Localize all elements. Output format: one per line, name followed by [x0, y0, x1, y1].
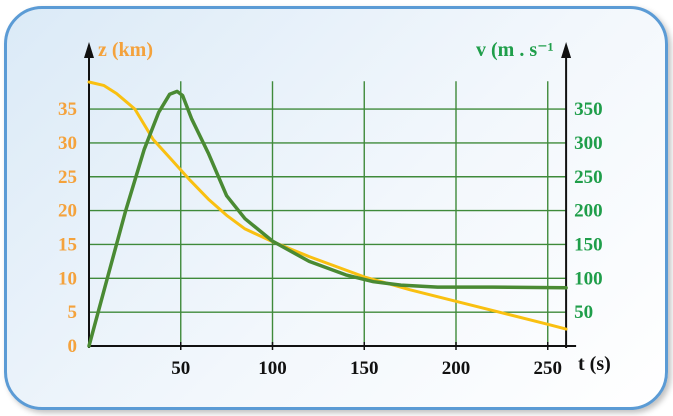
y-left-tick-label: 5: [68, 302, 78, 323]
y-left-tick-label: 20: [58, 201, 77, 222]
y-right-tick-label: 50: [574, 302, 593, 323]
y-left-tick-label: 10: [58, 268, 77, 289]
y-left-tick-label: 15: [58, 234, 77, 255]
y-left-tick-label: 30: [58, 133, 77, 154]
y-left-axis-label: z (km): [98, 39, 153, 61]
y-right-tick-label: 300: [574, 133, 603, 154]
axes: [84, 42, 577, 350]
series-line-altitude: [87, 80, 568, 331]
y-right-tick-label: 350: [574, 99, 603, 120]
y-left-tick-label: 35: [58, 99, 77, 120]
y-right-tick-label: 150: [574, 234, 603, 255]
y-right-tick-label: 100: [574, 268, 603, 289]
y-right-axis-arrow: [561, 42, 572, 58]
y-right-tick-label: 250: [574, 167, 603, 188]
tick-labels: 0 5 10 15 20 25 30 35 50 100 150 200 250 300 350 50 100 1…: [58, 99, 603, 379]
x-tick-label: 100: [258, 358, 287, 379]
x-tick-label: 50: [171, 358, 190, 379]
series-line-velocity: [87, 89, 568, 348]
y-left-tick-label: 25: [58, 167, 77, 188]
x-axis-label: t (s): [578, 353, 611, 375]
x-tick-label: 150: [350, 358, 379, 379]
x-tick-label: 250: [534, 358, 563, 379]
y-left-axis-arrow: [84, 42, 94, 58]
grid-lines: [89, 81, 567, 346]
y-right-tick-label: 200: [574, 201, 603, 222]
y-left-tick-label: 0: [68, 336, 78, 357]
y-right-axis-label: v (m . s⁻¹: [476, 39, 554, 61]
series-layer: [87, 80, 568, 348]
x-tick-label: 200: [442, 358, 471, 379]
chart-frame: [4, 6, 668, 410]
